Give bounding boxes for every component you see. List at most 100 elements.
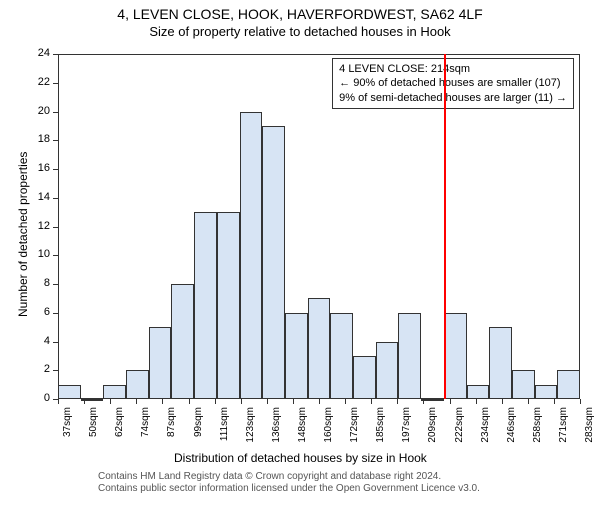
xtick-label: 222sqm <box>454 407 465 455</box>
reference-line <box>444 54 446 399</box>
ytick-label: 20 <box>26 105 50 117</box>
y-axis-label: Number of detached properties <box>16 151 30 316</box>
xtick-label: 50sqm <box>88 407 99 455</box>
xtick-mark <box>58 399 59 404</box>
xtick-mark <box>580 399 581 404</box>
histogram-bar <box>398 313 421 399</box>
ytick-label: 22 <box>26 76 50 88</box>
histogram-bar <box>421 399 444 401</box>
xtick-mark <box>293 399 294 404</box>
footer-credit: Contains HM Land Registry data © Crown c… <box>98 471 480 495</box>
ytick-mark <box>53 342 58 343</box>
ytick-label: 24 <box>26 47 50 59</box>
histogram-bar <box>103 385 126 399</box>
histogram-bar <box>126 370 149 399</box>
xtick-mark <box>84 399 85 404</box>
histogram-bar <box>353 356 376 399</box>
ytick-label: 10 <box>26 248 50 260</box>
histogram-bar <box>171 284 194 399</box>
ytick-mark <box>53 140 58 141</box>
xtick-mark <box>136 399 137 404</box>
xtick-label: 62sqm <box>114 407 125 455</box>
ytick-label: 2 <box>26 363 50 375</box>
xtick-label: 37sqm <box>62 407 73 455</box>
histogram-bar <box>194 212 217 399</box>
xtick-mark <box>110 399 111 404</box>
ytick-label: 16 <box>26 162 50 174</box>
footer-line: Contains public sector information licen… <box>98 483 480 495</box>
ytick-mark <box>53 284 58 285</box>
xtick-mark <box>241 399 242 404</box>
xtick-label: 74sqm <box>140 407 151 455</box>
histogram-bar <box>217 212 240 399</box>
xtick-label: 87sqm <box>166 407 177 455</box>
annotation-line: 9% of semi-detached houses are larger (1… <box>339 91 567 105</box>
histogram-bar <box>467 385 490 399</box>
ytick-label: 6 <box>26 306 50 318</box>
xtick-label: 209sqm <box>427 407 438 455</box>
ytick-label: 0 <box>26 392 50 404</box>
xtick-mark <box>162 399 163 404</box>
xtick-mark <box>423 399 424 404</box>
histogram-bar <box>262 126 285 399</box>
ytick-label: 12 <box>26 220 50 232</box>
xtick-mark <box>554 399 555 404</box>
ytick-mark <box>53 83 58 84</box>
histogram-bar <box>308 298 331 399</box>
histogram-bar <box>512 370 535 399</box>
histogram-bar <box>285 313 308 399</box>
xtick-label: 160sqm <box>323 407 334 455</box>
xtick-label: 246sqm <box>506 407 517 455</box>
xtick-mark <box>476 399 477 404</box>
xtick-mark <box>450 399 451 404</box>
xtick-label: 185sqm <box>375 407 386 455</box>
xtick-label: 258sqm <box>532 407 543 455</box>
xtick-mark <box>397 399 398 404</box>
histogram-bar <box>557 370 580 399</box>
annotation-line: ← 90% of detached houses are smaller (10… <box>339 76 567 90</box>
histogram-bar <box>330 313 353 399</box>
xtick-mark <box>267 399 268 404</box>
xtick-label: 271sqm <box>558 407 569 455</box>
xtick-label: 123sqm <box>245 407 256 455</box>
ytick-mark <box>53 255 58 256</box>
ytick-mark <box>53 169 58 170</box>
xtick-mark <box>189 399 190 404</box>
ytick-mark <box>53 370 58 371</box>
histogram-bar <box>376 342 399 400</box>
xtick-label: 197sqm <box>401 407 412 455</box>
ytick-mark <box>53 227 58 228</box>
xtick-label: 136sqm <box>271 407 282 455</box>
histogram-bar <box>240 112 263 400</box>
xtick-label: 99sqm <box>193 407 204 455</box>
histogram-bar <box>444 313 467 399</box>
ytick-label: 4 <box>26 335 50 347</box>
xtick-label: 148sqm <box>297 407 308 455</box>
ytick-mark <box>53 313 58 314</box>
xtick-label: 283sqm <box>584 407 595 455</box>
histogram-bar <box>149 327 172 399</box>
xtick-label: 234sqm <box>480 407 491 455</box>
footer-line: Contains HM Land Registry data © Crown c… <box>98 471 480 483</box>
ytick-label: 8 <box>26 277 50 289</box>
histogram-bar <box>58 385 81 399</box>
ytick-label: 18 <box>26 133 50 145</box>
ytick-mark <box>53 198 58 199</box>
histogram-bar <box>489 327 512 399</box>
xtick-mark <box>502 399 503 404</box>
xtick-label: 172sqm <box>349 407 360 455</box>
annotation-line: 4 LEVEN CLOSE: 214sqm <box>339 62 567 76</box>
xtick-label: 111sqm <box>219 407 230 455</box>
histogram-bar <box>535 385 558 399</box>
xtick-mark <box>371 399 372 404</box>
ytick-label: 14 <box>26 191 50 203</box>
xtick-mark <box>345 399 346 404</box>
xtick-mark <box>528 399 529 404</box>
ytick-mark <box>53 54 58 55</box>
xtick-mark <box>215 399 216 404</box>
annotation-box: 4 LEVEN CLOSE: 214sqm ← 90% of detached … <box>332 58 574 109</box>
xtick-mark <box>319 399 320 404</box>
chart-container: 4, LEVEN CLOSE, HOOK, HAVERFORDWEST, SA6… <box>0 6 600 506</box>
chart-subtitle: Size of property relative to detached ho… <box>0 24 600 39</box>
chart-title: 4, LEVEN CLOSE, HOOK, HAVERFORDWEST, SA6… <box>0 6 600 22</box>
